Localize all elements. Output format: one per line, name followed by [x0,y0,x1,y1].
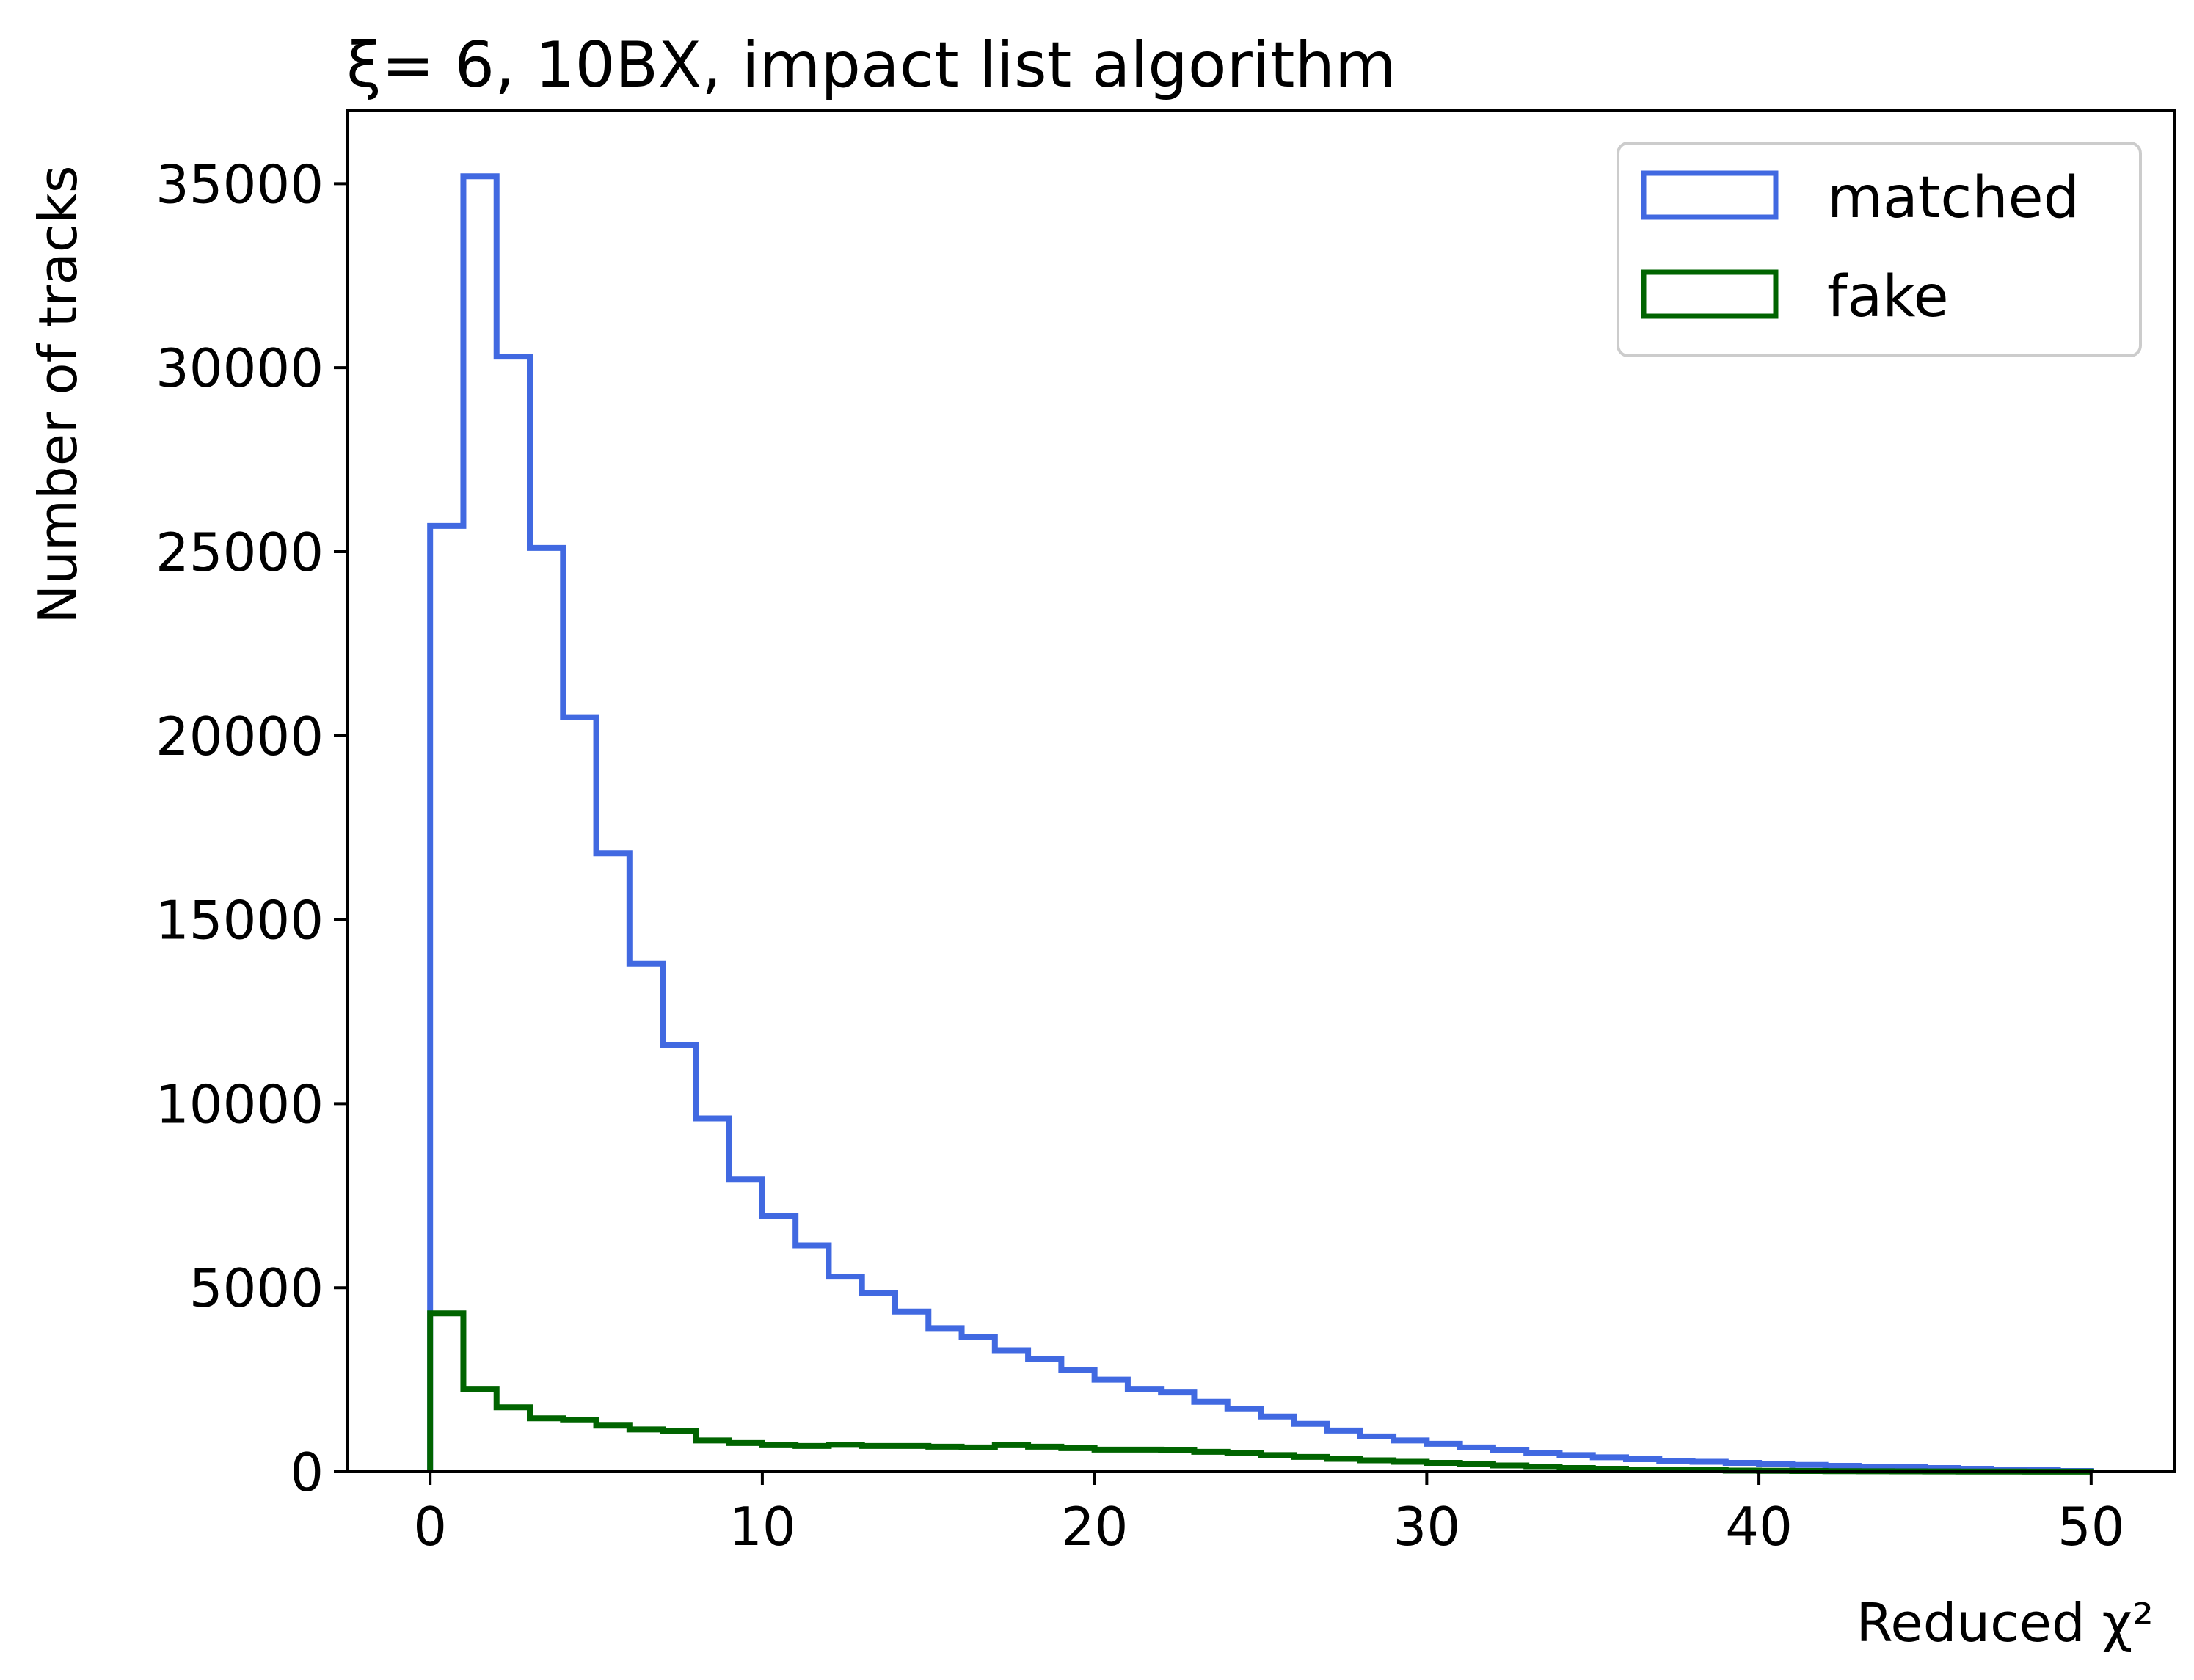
legend-label-matched: matched [1827,165,2080,231]
x-tick-label: 40 [1725,1496,1793,1557]
y-tick-label: 30000 [156,337,324,399]
y-axis-ticks: 0 5000 10000 15000 20000 25000 30000 35000 [156,153,347,1503]
x-tick-label: 20 [1061,1496,1129,1557]
y-tick-label: 20000 [156,706,324,767]
y-axis-label: Number of tracks [27,165,89,624]
x-tick-label: 0 [413,1496,447,1557]
x-tick-label: 50 [2058,1496,2125,1557]
y-tick-label: 10000 [156,1073,324,1135]
chart-title: ξ= 6, 10BX, impact list algorithm [346,29,1396,102]
legend-frame [1617,142,2142,357]
y-tick-label: 5000 [189,1257,324,1319]
legend-swatch-fake [1641,269,1779,319]
y-tick-label: 25000 [156,522,324,583]
x-axis-ticks: 0 10 20 30 40 50 [413,1472,2125,1557]
x-tick-label: 30 [1393,1496,1461,1557]
y-tick-label: 35000 [156,153,324,215]
legend-label-fake: fake [1827,264,1949,330]
legend-swatch-matched [1641,170,1779,220]
y-tick-label: 15000 [156,890,324,952]
legend: matched fake [1617,142,2142,357]
y-tick-label: 0 [290,1442,324,1503]
series-matched-step-line [427,173,2094,1474]
plot-frame [346,109,2176,1473]
x-tick-label: 10 [729,1496,796,1557]
x-axis-label: Reduced χ² [1856,1592,2154,1654]
